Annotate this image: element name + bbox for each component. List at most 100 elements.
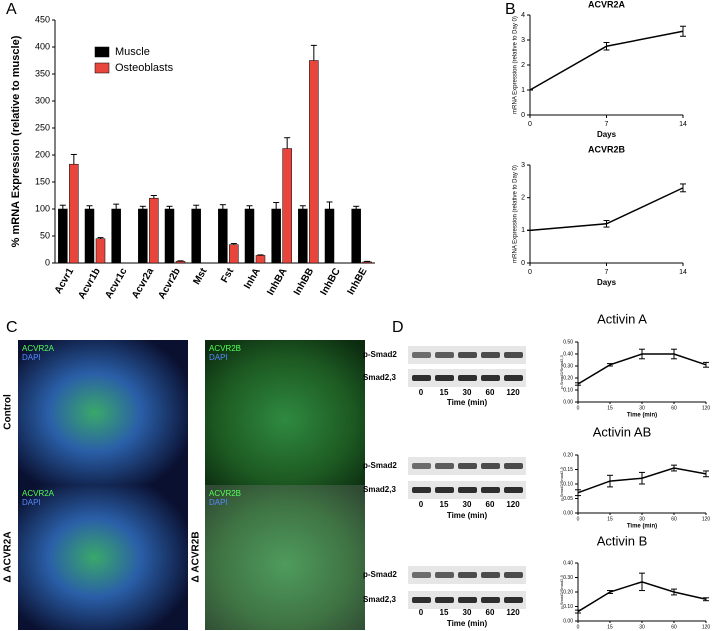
blot-time-label: 0 [419,608,424,617]
blot-band [412,352,431,358]
error-bar [680,183,686,193]
x-tick-label: 120 [702,405,711,411]
bar [229,244,239,264]
y-tick-label: 400 [35,41,50,51]
error-bar [703,597,709,602]
x-tick-label: InhA [242,266,263,291]
y-tick-label: 300 [35,95,50,105]
blot-band [458,352,477,358]
error-bar [639,348,645,360]
row-label: Δ ACVR2B [191,531,202,582]
blot-axis-label: Time (min) [447,619,488,628]
error-bar [603,42,610,51]
error-bar [59,204,66,209]
blot-time-label: 0 [419,388,424,397]
x-tick-label: 14 [679,121,687,128]
error-bar [607,474,613,488]
y-tick-label: 450 [35,14,50,24]
row-label: Δ ACVR2A [3,531,14,582]
blot-time-label: 15 [440,388,449,397]
error-bar [219,204,226,209]
error-bar [284,137,291,149]
bar [95,238,106,264]
error-bar [70,153,77,165]
x-tick-label: 30 [639,516,645,522]
y-tick-label: 3 [521,162,525,169]
error-bar [310,44,317,61]
y-tick-label: 2 [521,62,525,69]
bar [218,208,228,264]
bar [255,255,266,264]
error-bar [703,470,709,478]
x-tick-label: 30 [639,405,645,411]
panel-label: D [392,319,404,336]
x-tick-label: 0 [577,516,580,522]
error-bar [603,220,610,228]
blot-time-label: 30 [463,500,472,509]
x-tick-label: 15 [607,405,613,411]
error-bar [575,489,581,497]
error-bar [150,195,157,199]
blot-time-label: 120 [506,388,520,397]
x-tick-label: 60 [671,405,677,411]
panel-label: B [505,1,516,18]
blot-row-label: p-Smad2 [363,350,397,359]
blot-row-label: p-Smad2 [363,461,397,470]
blot-band [481,463,500,469]
bar [138,208,148,264]
bar [191,208,201,264]
bar [111,208,121,264]
blot-band [412,375,431,381]
blot-row-label: p-Smad2 [363,570,397,579]
stain-label: ACVR2A [22,489,55,498]
blot-band [458,597,477,603]
micrograph [18,485,188,630]
y-tick-label: 1 [521,87,525,94]
blot-band [412,572,431,578]
y-tick-label: 0.20 [563,452,573,458]
x-tick-label: Acvr1b [76,266,102,301]
y-tick-label: 250 [35,122,50,132]
blot-row-label: Smad2,3 [363,485,396,494]
blot-band [481,572,500,578]
x-axis-label: Days [597,278,617,287]
blot-time-label: 60 [486,500,495,509]
y-tick-label: 0.00 [563,399,573,405]
error-bar [230,243,237,245]
error-bar [113,203,120,209]
error-bar [257,254,264,256]
x-tick-label: InhBA [265,266,289,297]
y-tick-label: 3 [521,37,525,44]
error-bar [607,363,613,367]
error-bar [680,25,686,37]
y-tick-label: 0 [521,260,525,267]
blot-axis-label: Time (min) [447,398,488,407]
blot-band [458,375,477,381]
bar [84,208,95,264]
stain-label: ACVR2A [22,344,55,353]
error-bar [639,572,645,592]
legend-swatch [94,46,110,58]
y-tick-label: 0.30 [563,575,573,581]
y-tick-label: 50 [40,230,50,240]
y-tick-label: 0.20 [563,589,573,595]
blot-band [504,352,523,358]
legend-label: Muscle [115,46,150,58]
stain-label: DAPI [22,353,41,362]
stain-label: DAPI [209,498,228,507]
x-axis-label: Time (min) [627,413,657,419]
blot-band [458,487,477,493]
y-tick-label: 0.05 [563,496,573,502]
bar [271,208,281,264]
x-tick-label: 7 [605,269,609,276]
blot-band [504,375,523,381]
micrograph [205,485,365,630]
x-tick-label: Acvr2b [156,266,182,301]
blot-band [435,487,454,493]
blot-band [458,463,477,469]
bar [58,208,68,264]
y-tick-label: 150 [35,176,50,186]
blot-band [481,487,500,493]
x-axis-label: Time (min) [627,524,657,530]
blot-band [504,597,523,603]
